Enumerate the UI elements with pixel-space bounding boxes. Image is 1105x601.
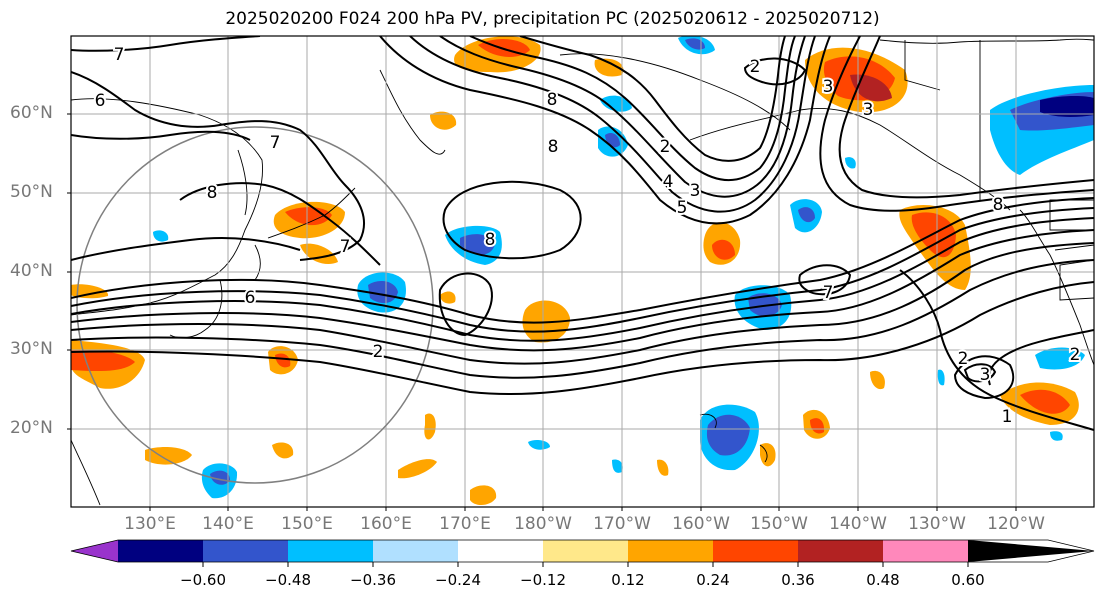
colorbar-tick-label: −0.36 [350,571,396,589]
colorbar-bin [288,540,373,562]
lat-label: 60°N [10,103,53,123]
colorbar-tick-label: 0.24 [696,571,730,589]
contour-label: 6 [95,91,106,111]
contour-label: 8 [485,230,496,250]
lon-label: 150°E [281,514,333,534]
lon-label: 150°W [750,514,808,534]
contour-label: 2 [958,349,969,369]
contour-label: 2 [750,57,761,77]
colorbar-extend-high [968,540,1094,562]
contour-label: 2 [1070,345,1081,365]
lon-label: 140°E [202,514,254,534]
contour-labels: 7 6 7 8 7 6 2 8 8 8 2 4 3 5 2 7 3 3 2 1 … [93,43,1083,429]
contour-label: 7 [270,133,281,153]
contour-label: 1 [1002,407,1013,427]
contour-label: 6 [245,288,256,308]
contour-label: 7 [823,283,834,303]
colorbar-bin [543,540,628,562]
pv-contours [71,36,1094,431]
contour-label: 8 [993,195,1004,215]
contour-label: 2 [660,137,671,157]
colorbar-bin [883,540,968,562]
positive-precip-shading [71,36,1079,506]
colorbar-tick-label: 0.12 [611,571,645,589]
colorbar-bin [628,540,713,562]
contour-label: 4 [663,172,674,192]
map-title: 2025020200 F024 200 hPa PV, precipitatio… [225,9,880,29]
contour-label: 3 [863,100,874,120]
colorbar-tick-label: −0.60 [180,571,226,589]
lon-label: 130°W [908,514,966,534]
contour-label: 3 [823,77,834,97]
graticule [71,36,1094,507]
contour-label: 7 [114,45,125,65]
colorbar-bin [118,540,203,562]
colorbar-bin [203,540,288,562]
contour-label: 8 [207,183,218,203]
lon-label: 140°W [829,514,887,534]
contour-label: 8 [548,137,559,157]
colorbar-tick-label: 0.48 [866,571,900,589]
lon-label: 160°E [360,514,412,534]
map-plot-area: 7 6 7 8 7 6 2 8 8 8 2 4 3 5 2 7 3 3 2 1 … [71,36,1094,507]
colorbar-bin [798,540,883,562]
colorbar-tick-label: −0.12 [520,571,566,589]
colorbar-tick-label: 0.60 [951,571,985,589]
contour-label: 2 [373,342,384,362]
lon-label: 170°W [593,514,651,534]
colorbar-bin [373,540,458,562]
lon-label: 170°E [439,514,491,534]
lat-label: 40°N [10,261,53,281]
contour-label: 3 [980,365,991,385]
colorbar-extend-low [71,540,118,562]
colorbar-bin [713,540,798,562]
lat-label: 20°N [10,418,53,438]
colorbar-tick-label: −0.24 [435,571,481,589]
lon-label: 120°W [987,514,1045,534]
lat-label: 50°N [10,182,53,202]
axis-ticks [67,113,1017,511]
contour-label: 7 [340,237,351,257]
contour-label: 5 [677,198,688,218]
colorbar [70,539,1095,567]
colorbar-tick-label: 0.36 [781,571,815,589]
contour-label: 8 [547,90,558,110]
colorbar-bin [458,540,543,562]
lat-label: 30°N [10,339,53,359]
contour-label: 3 [690,181,701,201]
lon-label: 180°W [514,514,572,534]
colorbar-outline [70,539,1095,563]
lon-label: 130°E [124,514,176,534]
lon-label: 160°W [672,514,730,534]
colorbar-tick-label: −0.48 [265,571,311,589]
